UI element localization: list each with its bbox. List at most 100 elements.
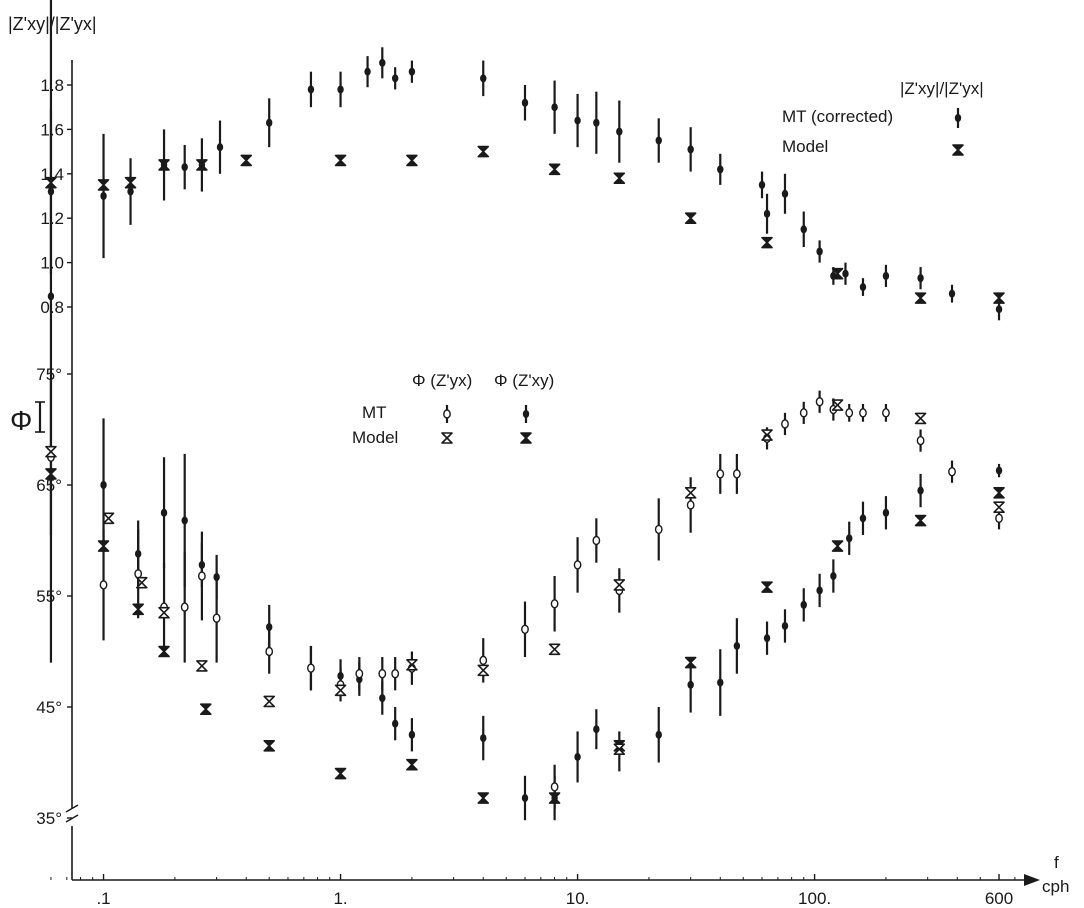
hourglass-marker <box>406 154 418 167</box>
hourglass-marker <box>158 645 170 658</box>
filled-dot-marker <box>781 189 789 198</box>
filled-dot-marker <box>480 74 487 83</box>
hourglass-marker <box>97 179 110 191</box>
open-hourglass-marker <box>914 412 927 425</box>
open-dot-marker <box>815 397 824 407</box>
legend2-header-xy: Φ (Z'xy) <box>494 371 554 390</box>
filled-dot-marker <box>995 466 1003 475</box>
filled-dot-marker <box>100 192 107 200</box>
filled-dot-marker <box>574 116 581 125</box>
filled-dot-marker <box>948 289 956 298</box>
legend2-model-label: Model <box>352 428 398 447</box>
open-hourglass-marker <box>993 501 1005 513</box>
filled-dot-marker <box>733 641 741 650</box>
filled-dot-marker <box>859 514 867 523</box>
open-hourglass-marker <box>761 429 773 441</box>
hourglass-marker <box>993 292 1005 304</box>
open-dot-marker <box>686 500 695 510</box>
filled-dot-marker <box>917 486 924 495</box>
ratio-y-tick-label: 0.8 <box>40 298 64 317</box>
filled-dot-marker <box>717 165 724 174</box>
filled-dot-marker <box>717 678 724 687</box>
open-dot-marker <box>197 571 206 581</box>
filled-dot-marker <box>480 734 487 743</box>
open-dot-marker <box>134 569 143 579</box>
hourglass-marker <box>132 603 144 616</box>
axes-layer: .1 1. 10. 100. 6000.81.01.21.41.61.835°45°55… <box>36 60 1040 908</box>
axis-break-mark <box>65 804 79 813</box>
hourglass-marker <box>952 144 964 156</box>
hourglass-marker <box>124 176 137 189</box>
open-dot-marker <box>212 613 221 623</box>
hourglass-marker <box>334 767 347 780</box>
filled-dot-marker <box>574 752 581 761</box>
hourglass-marker <box>477 792 490 804</box>
filled-dot-marker <box>391 719 399 728</box>
open-dot-marker <box>732 469 741 479</box>
open-dot-marker <box>378 669 387 679</box>
filled-dot-marker <box>181 516 188 525</box>
filled-dot-marker <box>816 586 823 595</box>
ratio-y-tick-label: 1.8 <box>40 76 64 95</box>
open-hourglass-marker <box>441 432 453 444</box>
open-hourglass-marker <box>613 743 626 755</box>
legend1-model-label: Model <box>782 137 828 156</box>
open-hourglass-marker <box>334 684 347 697</box>
ratio-series-model <box>45 145 1005 304</box>
filled-dot-marker <box>593 118 600 127</box>
open-dot-marker <box>479 655 488 666</box>
open-dot-marker <box>180 602 189 612</box>
open-hourglass-marker <box>477 664 490 677</box>
x-unit-cph: cph <box>1042 877 1069 896</box>
hourglass-marker <box>199 703 212 716</box>
legend2-header-yx: Φ (Z'yx) <box>412 371 472 390</box>
phi-axis-title: Φ <box>10 405 32 436</box>
hourglass-marker <box>548 163 561 176</box>
open-hourglass-marker <box>548 643 561 656</box>
hourglass-marker <box>993 486 1005 499</box>
filled-dot-marker <box>181 163 188 172</box>
filled-dot-marker <box>408 67 416 76</box>
filled-dot-marker <box>593 725 600 734</box>
filled-dot-marker <box>954 114 962 122</box>
phase-y-tick-label: 75° <box>36 365 62 384</box>
legend1-mt-label: MT (corrected) <box>782 107 893 126</box>
filled-dot-marker <box>781 621 789 630</box>
filled-dot-marker <box>307 85 315 94</box>
filled-dot-marker <box>408 730 416 739</box>
hourglass-marker <box>831 540 844 552</box>
open-dot-marker <box>391 669 400 679</box>
filled-dot-marker <box>800 225 807 234</box>
hourglass-marker <box>761 581 773 593</box>
filled-dot-marker <box>160 508 168 517</box>
legend2-mt-label: MT <box>362 403 387 422</box>
filled-dot-marker <box>47 292 55 301</box>
filled-dot-marker <box>379 58 386 67</box>
filled-dot-marker <box>391 74 399 83</box>
open-dot-marker <box>916 435 925 446</box>
hourglass-marker <box>520 432 532 444</box>
hourglass-marker <box>761 236 773 249</box>
phase-y-tick-label: 45° <box>36 698 62 717</box>
phase-series--z-yx-model <box>45 399 1005 755</box>
data-marks-layer <box>45 0 1005 821</box>
filled-dot-marker <box>337 85 344 94</box>
filled-dot-marker <box>800 600 807 609</box>
x-tick-label: 600 <box>985 889 1013 908</box>
filled-dot-marker <box>379 694 386 703</box>
hourglass-marker <box>914 514 927 527</box>
filled-dot-marker <box>917 274 924 283</box>
open-dot-marker <box>859 408 867 418</box>
filled-dot-marker <box>882 271 890 280</box>
open-dot-marker <box>781 419 789 429</box>
x-axis-arrow <box>1024 874 1040 886</box>
x-tick-label: 10. <box>566 889 590 908</box>
hourglass-marker <box>684 212 697 224</box>
ratio-y-tick-label: 1.2 <box>40 209 64 228</box>
filled-dot-marker <box>655 730 662 739</box>
x-tick-label: 100. <box>798 889 831 908</box>
hourglass-marker <box>914 292 927 304</box>
filled-dot-marker <box>842 269 849 278</box>
open-hourglass-marker <box>684 486 697 499</box>
